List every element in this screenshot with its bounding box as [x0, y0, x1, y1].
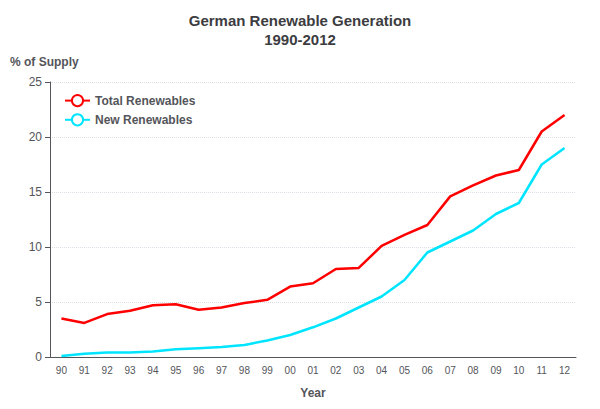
- svg-text:11: 11: [537, 365, 548, 376]
- svg-text:5: 5: [35, 295, 42, 309]
- svg-text:00: 00: [285, 365, 297, 376]
- svg-text:08: 08: [468, 365, 480, 376]
- svg-text:25: 25: [29, 75, 43, 89]
- svg-text:% of Supply: % of Supply: [10, 55, 79, 69]
- svg-text:95: 95: [170, 365, 182, 376]
- svg-text:01: 01: [307, 365, 319, 376]
- svg-text:New Renewables: New Renewables: [95, 113, 193, 127]
- svg-text:09: 09: [490, 365, 502, 376]
- svg-text:04: 04: [376, 365, 388, 376]
- svg-text:03: 03: [353, 365, 365, 376]
- svg-text:92: 92: [102, 365, 114, 376]
- svg-text:07: 07: [445, 365, 457, 376]
- svg-text:10: 10: [29, 240, 43, 254]
- svg-text:97: 97: [216, 365, 228, 376]
- svg-text:99: 99: [262, 365, 274, 376]
- svg-text:0: 0: [35, 350, 42, 364]
- svg-text:20: 20: [29, 130, 43, 144]
- svg-text:02: 02: [330, 365, 342, 376]
- svg-text:90: 90: [56, 365, 68, 376]
- svg-text:1990-2012: 1990-2012: [264, 31, 336, 48]
- svg-text:German Renewable Generation: German Renewable Generation: [189, 12, 412, 29]
- svg-text:93: 93: [124, 365, 136, 376]
- svg-text:12: 12: [559, 365, 571, 376]
- svg-text:96: 96: [193, 365, 205, 376]
- svg-text:91: 91: [79, 365, 91, 376]
- svg-text:10: 10: [513, 365, 525, 376]
- svg-text:Total Renewables: Total Renewables: [95, 94, 196, 108]
- svg-text:15: 15: [29, 185, 43, 199]
- svg-text:05: 05: [399, 365, 411, 376]
- svg-text:Year: Year: [300, 386, 326, 400]
- svg-text:94: 94: [147, 365, 159, 376]
- svg-text:98: 98: [239, 365, 251, 376]
- svg-text:06: 06: [422, 365, 434, 376]
